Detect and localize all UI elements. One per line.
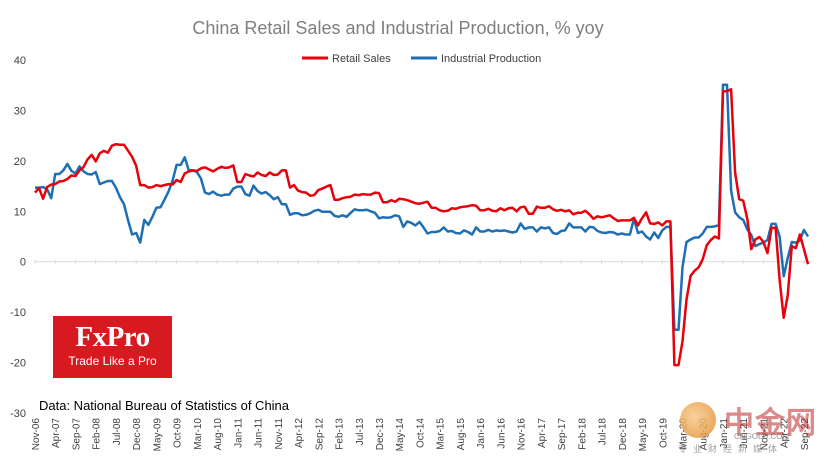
source-note: Data: National Bureau of Statistics of C… (37, 398, 292, 413)
x-tick-label: Oct-14 (415, 418, 426, 448)
series-line-industrial-production (35, 83, 810, 332)
x-tick-label: Feb-18 (577, 418, 588, 450)
x-tick-label: Dec-08 (132, 418, 143, 451)
x-tick-label: Jan-16 (476, 418, 487, 449)
y-tick-label: 0 (20, 257, 26, 269)
cngold-logo-icon (680, 402, 716, 438)
x-tick-label: Jun-16 (496, 418, 507, 449)
x-tick-label: Feb-08 (92, 418, 103, 450)
x-tick-label: Nov-16 (517, 418, 528, 451)
x-tick-label: Aug-10 (213, 418, 224, 451)
x-tick-label: Jul-18 (598, 418, 609, 446)
fxpro-logo: FxPro Trade Like a Pro (53, 316, 172, 378)
series-line-retail-sales (34, 87, 810, 367)
x-tick-label: Sep-12 (314, 418, 325, 451)
y-axis: -30 -20 -10 0 10 20 30 40 (10, 55, 26, 420)
y-tick-label: 10 (14, 206, 26, 218)
x-tick-label: Apr-17 (537, 418, 548, 448)
brand-tagline: Trade Like a Pro (68, 354, 157, 368)
cngold-watermark: 中金网 CNGOLD.COM 专业财经新媒体 (676, 398, 834, 454)
x-tick-label: Mar-15 (436, 418, 447, 450)
legend-label-industrial-production: Industrial Production (441, 53, 541, 65)
x-tick-label: Jul-13 (355, 418, 366, 446)
y-tick-label: -20 (10, 358, 26, 370)
y-tick-label: -30 (10, 408, 26, 420)
series-layer (34, 83, 810, 367)
watermark-url: CNGOLD.COM (734, 432, 790, 441)
x-tick-label: Sep-07 (71, 418, 82, 451)
x-tick-label: Sep-22 (800, 418, 811, 451)
legend-label-retail-sales: Retail Sales (332, 53, 391, 65)
x-tick-label: Jun-11 (254, 418, 265, 448)
y-tick-label: 20 (14, 156, 26, 168)
x-tick-label: Jun-21 (739, 418, 750, 449)
brand-logo-text: FxPro (75, 321, 150, 353)
watermark-slogan: 专业财经新媒体 (678, 444, 784, 454)
x-tick-label: Nov-11 (274, 418, 285, 450)
x-tick-label: May-14 (395, 418, 406, 452)
x-tick-label: Jul-08 (112, 418, 123, 446)
x-tick-label: Aug-15 (456, 418, 467, 451)
legend: Retail Sales Industrial Production (302, 53, 541, 65)
x-tick-label: Dec-13 (375, 418, 386, 451)
x-axis: Nov-06 Apr-07 Sep-07 Feb-08 Jul-08 Dec-08 May-… (31, 259, 812, 452)
x-tick-label: Jan-11 (233, 418, 244, 448)
y-tick-label: 40 (14, 55, 26, 67)
x-tick-label: Mar-10 (193, 418, 204, 450)
chart-title: China Retail Sales and Industrial Produc… (192, 18, 603, 38)
x-tick-label: Dec-18 (618, 418, 629, 451)
x-tick-label: May-09 (152, 418, 163, 452)
y-tick-label: -10 (10, 307, 26, 319)
x-tick-label: May-19 (638, 418, 649, 452)
x-tick-label: Nov-06 (31, 418, 42, 451)
x-tick-label: Jan-21 (719, 418, 730, 449)
y-tick-label: 30 (14, 105, 26, 117)
x-tick-label: Sep-17 (557, 418, 568, 451)
x-tick-label: Nov-21 (759, 418, 770, 451)
x-tick-label: Mar-20 (679, 418, 690, 450)
x-tick-label: Apr-07 (51, 418, 62, 448)
x-tick-label: Apr-12 (294, 418, 305, 448)
x-tick-label: Oct-09 (173, 418, 184, 448)
x-tick-label: Oct-19 (658, 418, 669, 448)
x-tick-label: Feb-13 (335, 418, 346, 450)
watermark-name: 中金网 (724, 406, 817, 441)
x-tick-label: Apr-22 (780, 418, 791, 448)
